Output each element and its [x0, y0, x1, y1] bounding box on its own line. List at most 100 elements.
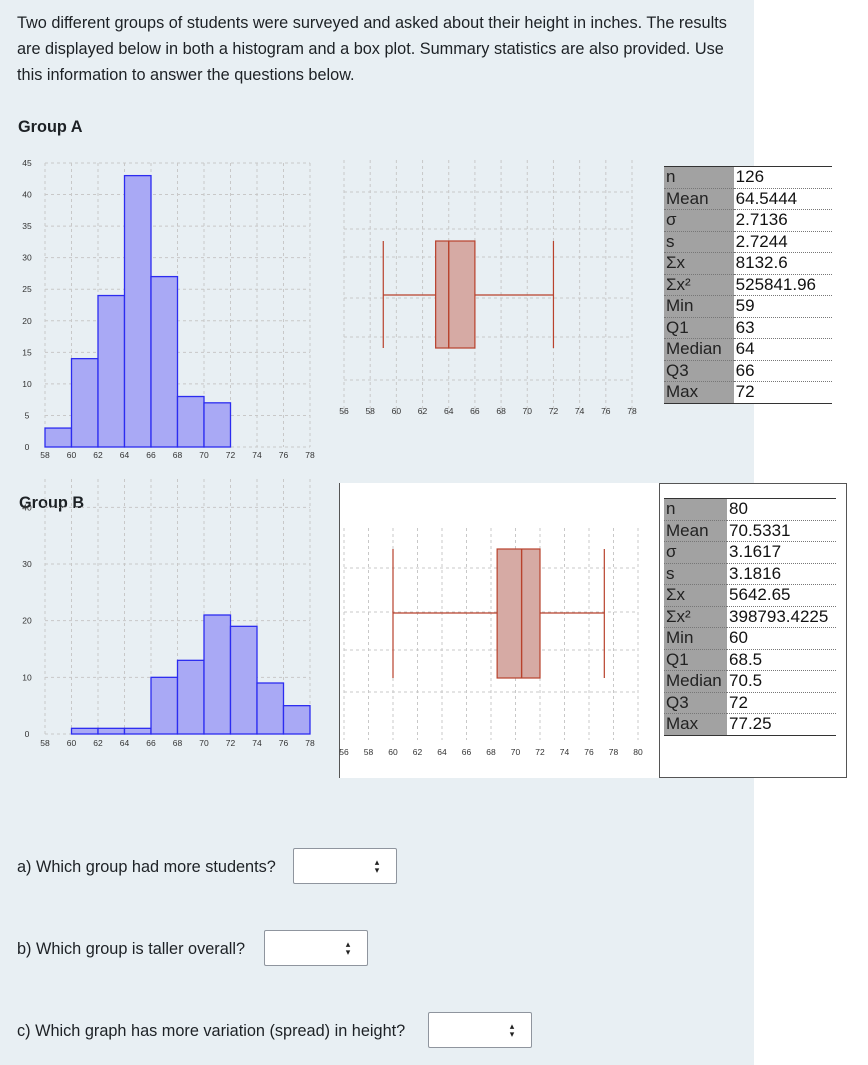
stats-row: Σx 8132.6 [664, 252, 832, 275]
x-tick-label: 62 [418, 406, 428, 416]
x-tick-label: 72 [226, 450, 236, 460]
stats-label: Median [664, 670, 728, 693]
stats-row: Min 59 [664, 295, 832, 318]
stats-value: 77.25 [727, 713, 836, 736]
y-tick-label: 15 [22, 347, 32, 357]
x-tick-label: 78 [627, 406, 637, 416]
stats-label: Min [664, 627, 728, 650]
iqr-box [496, 548, 541, 679]
x-tick-label: 78 [305, 738, 315, 748]
stats-label: Q1 [664, 317, 734, 339]
x-tick-label: 56 [339, 747, 349, 757]
group-b-boxplot: 56 58 60 62 64 66 68 70 72 74 76 78 80 [339, 528, 643, 757]
y-tick-label: 20 [22, 616, 32, 626]
histogram-bar [203, 402, 232, 448]
question-b-text: b) Which group is taller overall? [17, 940, 246, 958]
x-tick-label: 58 [40, 738, 50, 748]
stats-row: Mean 70.5331 [664, 520, 836, 542]
stats-value: 5642.65 [727, 584, 836, 607]
x-tick-label: 68 [173, 450, 183, 460]
stats-label: σ [664, 209, 734, 232]
x-tick-label: 70 [511, 747, 521, 757]
question-c-select[interactable]: ▴ ▾ [428, 1012, 532, 1048]
intro-text: Two different groups of students were su… [17, 14, 727, 84]
x-tick-label: 64 [120, 450, 130, 460]
x-tick-label: 66 [470, 406, 480, 416]
stats-label: Q3 [664, 692, 728, 714]
stats-row: Max 72 [664, 381, 832, 404]
y-tick-label: 35 [22, 221, 32, 231]
y-tick-label: 30 [22, 253, 32, 263]
histogram-bar [123, 174, 152, 448]
stats-value: 72 [727, 692, 836, 714]
x-tick-label: 76 [279, 738, 289, 748]
histogram-bar [203, 614, 232, 735]
histogram-bar [176, 395, 205, 448]
x-tick-label: 76 [601, 406, 611, 416]
x-tick-label: 70 [523, 406, 533, 416]
x-tick-label: 68 [496, 406, 506, 416]
stats-value: 70.5331 [727, 520, 836, 542]
stats-value: 3.1816 [727, 563, 836, 585]
stats-row: Σx 5642.65 [664, 584, 836, 607]
stats-value: 70.5 [727, 670, 836, 693]
x-tick-label: 66 [462, 747, 472, 757]
stats-label: Max [664, 713, 728, 736]
x-tick-label: 58 [365, 406, 375, 416]
stats-value: 2.7136 [733, 209, 832, 232]
x-tick-label: 74 [252, 738, 262, 748]
histogram-bar [44, 427, 73, 448]
x-tick-label: 62 [413, 747, 423, 757]
histogram-bar [70, 357, 99, 448]
stats-value: 63 [733, 317, 832, 339]
stats-value: 3.1617 [727, 541, 836, 564]
question-b-select[interactable]: ▴ ▾ [264, 930, 368, 966]
stats-row: Q1 68.5 [664, 649, 836, 671]
histogram-bar [229, 625, 258, 735]
x-tick-label: 74 [575, 406, 585, 416]
stats-label: n [664, 166, 734, 189]
y-tick-label: 10 [22, 379, 32, 389]
question-a-select[interactable]: ▴ ▾ [293, 848, 397, 884]
stats-row: Mean 64.5444 [664, 188, 832, 210]
histogram-bar [150, 275, 179, 448]
stats-row: n 126 [664, 166, 832, 189]
x-tick-label: 66 [146, 450, 156, 460]
y-tick-label: 25 [22, 284, 32, 294]
group-b-stats-table: n 80 Mean 70.5331 σ 3.1617 s 3.1816 Σx 5642.65 Σx²… [664, 498, 836, 736]
x-tick-label: 68 [173, 738, 183, 748]
histogram-bar [176, 659, 205, 735]
stats-value: 59 [733, 295, 832, 318]
x-tick-label: 72 [535, 747, 545, 757]
stats-row: Median 70.5 [664, 670, 836, 693]
stats-value: 60 [727, 627, 836, 650]
stats-row: σ 2.7136 [664, 209, 832, 232]
stats-value: 64 [733, 338, 832, 361]
stats-label: Max [664, 381, 734, 404]
x-tick-label: 60 [67, 738, 77, 748]
stats-label: σ [664, 541, 728, 564]
x-tick-label: 74 [252, 450, 262, 460]
group-a-stats-table: n 126 Mean 64.5444 σ 2.7136 s 2.7244 Σx 8132.6 Σx²… [664, 166, 832, 404]
histogram-bar [282, 705, 311, 735]
x-tick-label: 64 [120, 738, 130, 748]
iqr-box [435, 240, 476, 349]
stats-value: 72 [733, 381, 832, 404]
stats-value: 66 [733, 360, 832, 382]
stats-row: n 80 [664, 498, 836, 521]
x-tick-label: 72 [226, 738, 236, 748]
y-tick-label: 30 [22, 559, 32, 569]
stats-row: Σx² 525841.96 [664, 274, 832, 296]
stats-label: s [664, 231, 734, 253]
stats-value: 398793.4225 [727, 606, 836, 628]
question-a-text: a) Which group had more students? [17, 858, 276, 876]
x-tick-label: 74 [560, 747, 570, 757]
histogram-bar [97, 294, 126, 448]
stats-label: Σx [664, 252, 734, 275]
x-tick-label: 56 [339, 406, 349, 416]
x-tick-label: 76 [279, 450, 289, 460]
group-a-histogram: 58 60 62 64 66 68 70 72 74 76 78 0 5 10 15 20 25 30 35 40 45 [22, 158, 315, 460]
x-tick-label: 64 [444, 406, 454, 416]
select-arrows-icon: ▴ ▾ [374, 857, 380, 875]
stats-value: 2.7244 [733, 231, 832, 253]
